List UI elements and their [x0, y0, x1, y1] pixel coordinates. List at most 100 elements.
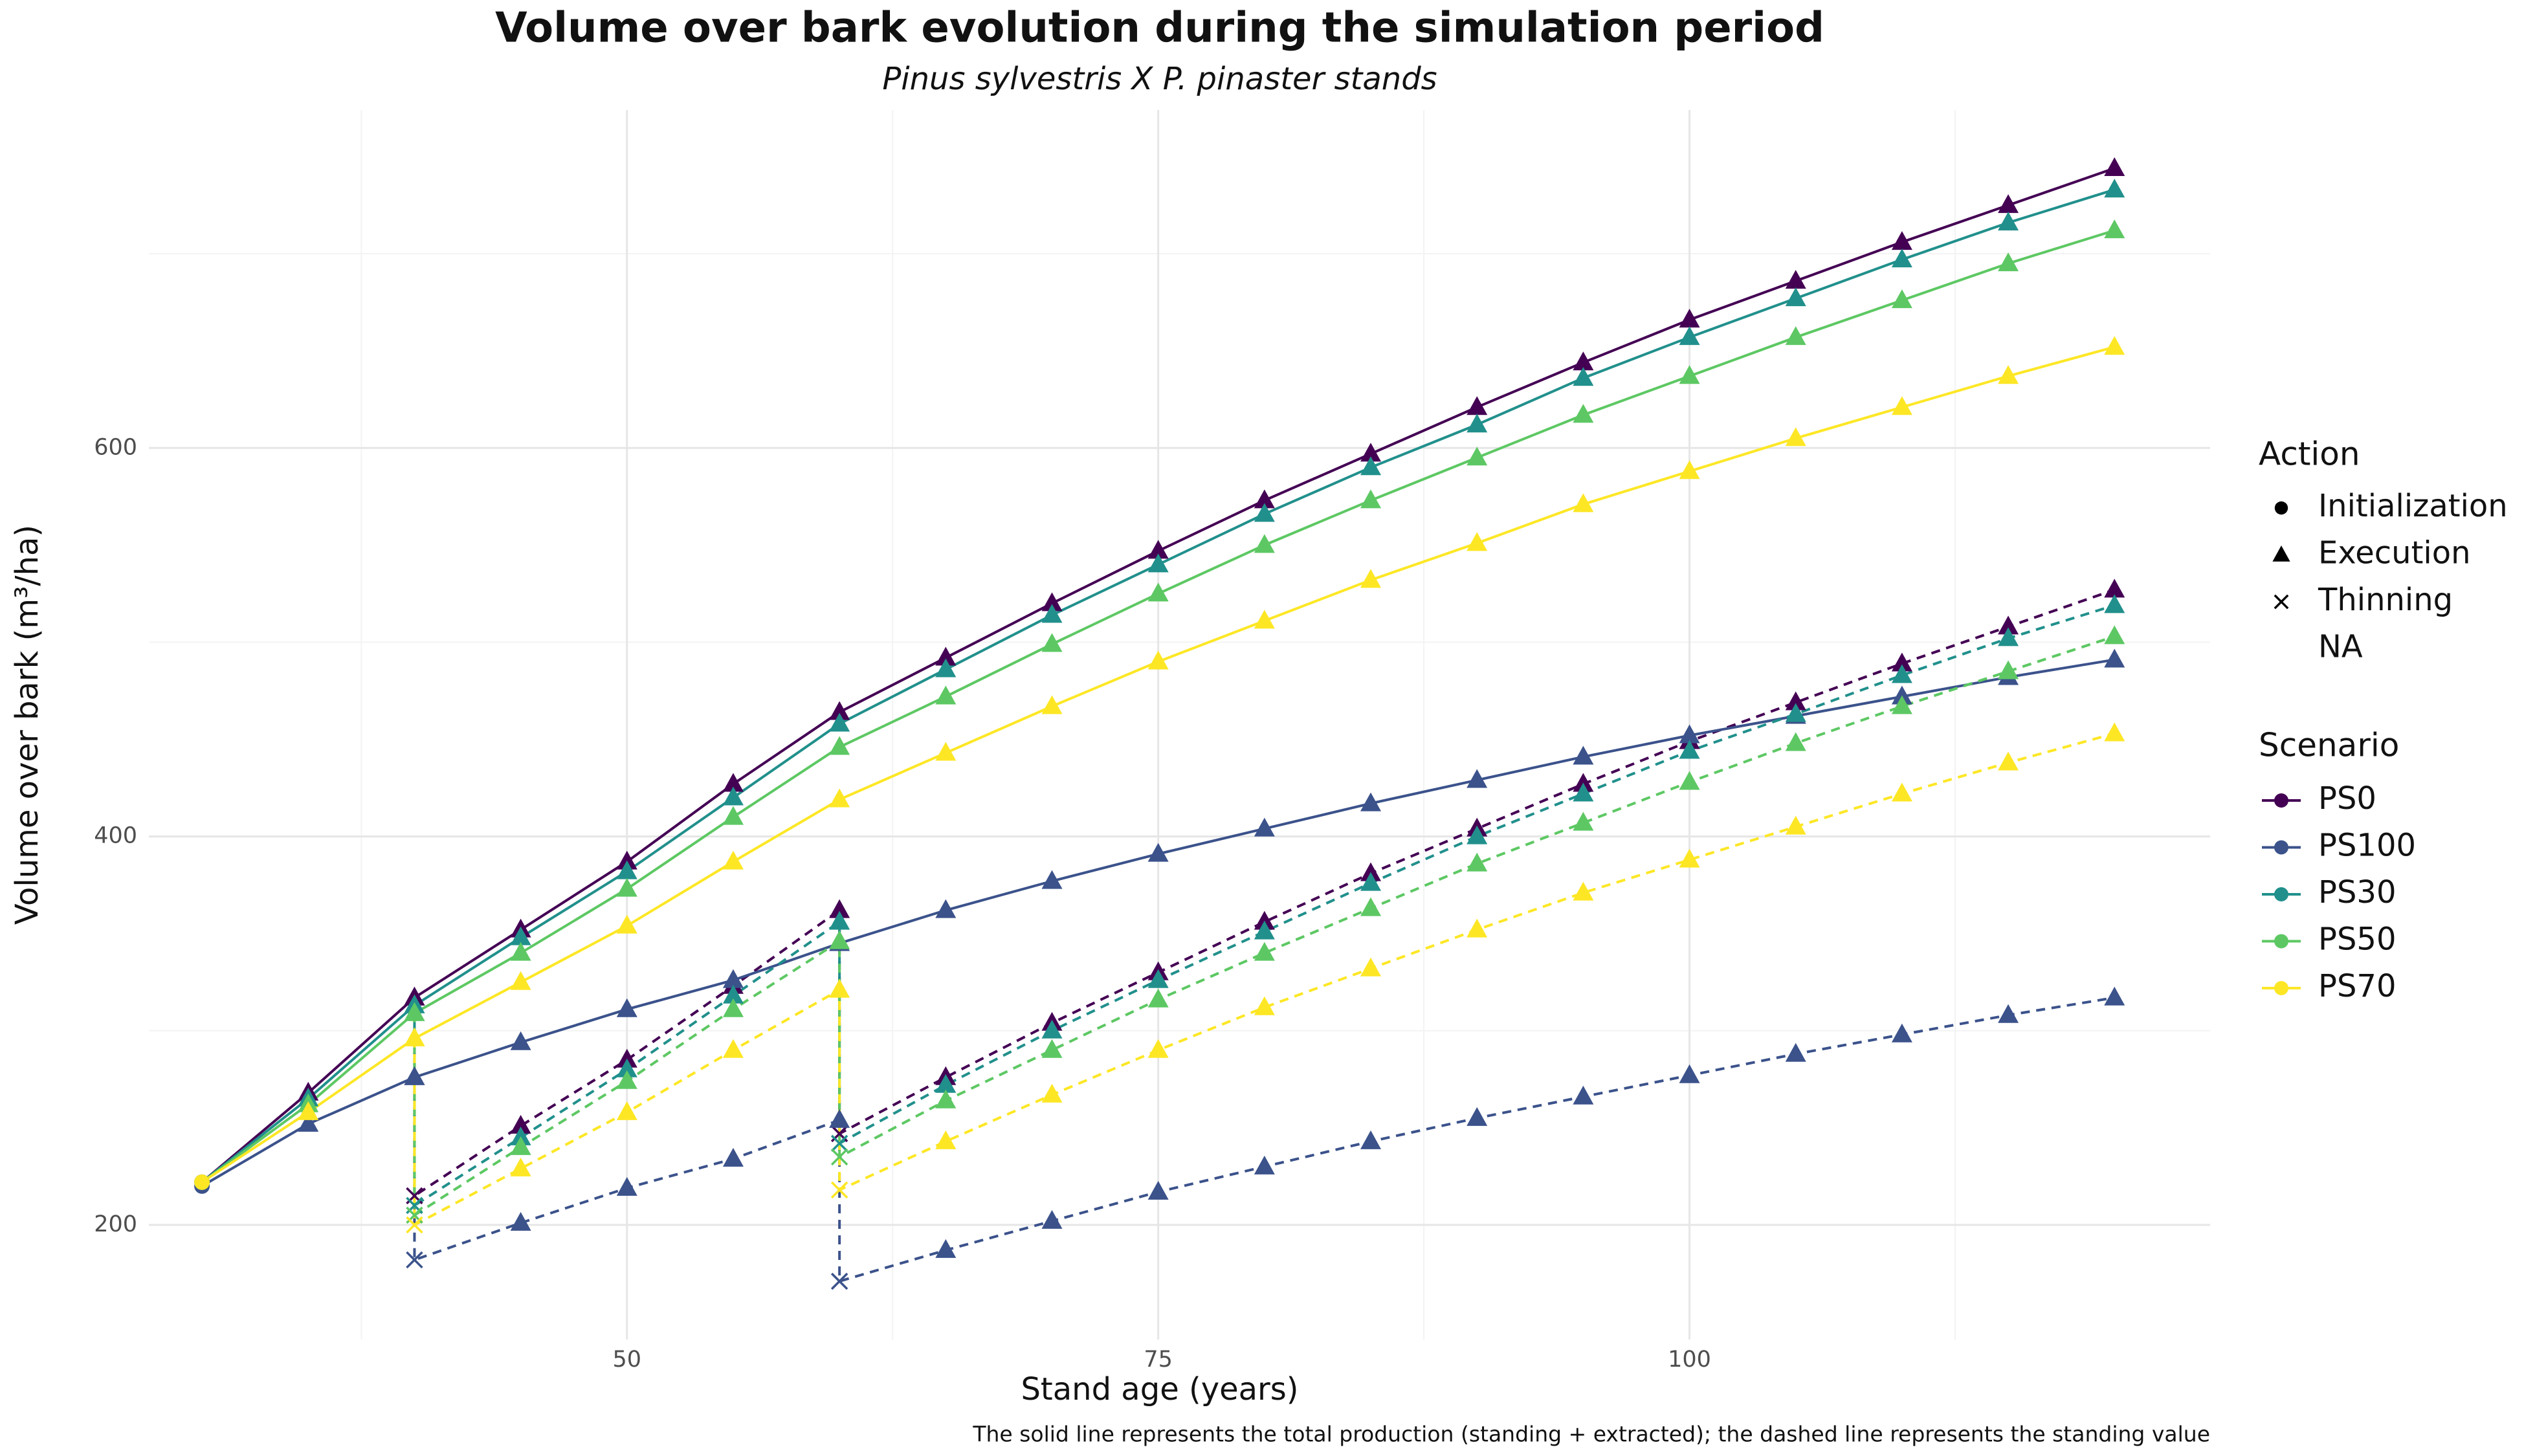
point: [722, 850, 744, 870]
points: [194, 157, 2125, 1290]
point: [1679, 848, 1700, 868]
point: [1254, 817, 1275, 837]
standing-line: [413, 732, 2115, 1228]
y-tick-label: 600: [94, 434, 137, 460]
point: [935, 899, 957, 918]
point: [1467, 414, 1488, 433]
point: [2104, 648, 2125, 668]
point: [829, 899, 850, 918]
legend-symbol: [2274, 934, 2288, 949]
point: [722, 773, 744, 792]
point: [829, 978, 850, 998]
point: [1998, 212, 2019, 231]
point: [722, 786, 744, 806]
point: [1785, 1042, 1806, 1062]
point: [2104, 579, 2125, 598]
legend-label: NA: [2318, 629, 2363, 665]
point: [1891, 231, 1912, 250]
point: [1891, 248, 1912, 268]
point: [1785, 326, 1806, 346]
point: [1360, 569, 1382, 588]
point: [1254, 910, 1275, 930]
point: [1679, 365, 1700, 384]
point: [1998, 627, 2019, 646]
point: [1891, 1023, 1912, 1042]
legend-label: PS30: [2318, 874, 2397, 910]
point: [1041, 604, 1063, 623]
point: [1147, 553, 1169, 573]
point: [1041, 1083, 1063, 1103]
point: [1254, 489, 1275, 509]
point: [935, 685, 957, 705]
point: [1573, 367, 1594, 386]
legend-symbol: [2274, 840, 2288, 855]
x-tick-label: 75: [1144, 1347, 1173, 1373]
point: [1785, 691, 1806, 711]
point: [2104, 625, 2125, 645]
point: [1785, 427, 1806, 447]
point: [829, 910, 850, 930]
legend-symbol: [2274, 793, 2288, 808]
point: [1254, 996, 1275, 1015]
point: [1147, 1180, 1169, 1200]
point: [1147, 988, 1169, 1008]
legend-title: Action: [2259, 436, 2360, 473]
point: [1360, 897, 1382, 916]
point: [1041, 870, 1063, 889]
point: [722, 806, 744, 825]
point: [616, 877, 637, 897]
point: [1573, 1085, 1594, 1105]
point: [1891, 695, 1912, 714]
point: [404, 1066, 425, 1085]
point: [510, 1031, 531, 1050]
point: [1573, 404, 1594, 423]
point: [1041, 1019, 1063, 1039]
point: [829, 712, 850, 732]
point: [1360, 1130, 1382, 1149]
point: [1679, 771, 1700, 790]
point: [1998, 660, 2019, 679]
legend-symbol: [2274, 981, 2288, 995]
point: [1041, 1039, 1063, 1058]
point: [1147, 1039, 1169, 1058]
point: [829, 701, 850, 720]
point: [1467, 1107, 1488, 1126]
point: [1467, 852, 1488, 872]
point: [1573, 773, 1594, 792]
point: [1785, 732, 1806, 751]
point: [935, 1074, 957, 1093]
point: [1254, 920, 1275, 940]
point: [935, 1089, 957, 1109]
point: [1041, 592, 1063, 612]
point: [1891, 685, 1912, 705]
point: [935, 1239, 957, 1258]
chart-subtitle: Pinus sylvestris X P. pinaster stands: [882, 61, 1437, 97]
point: [1254, 1155, 1275, 1175]
y-axis-title: Volume over bark (m³/ha): [9, 525, 45, 925]
legend-symbol: [2274, 887, 2288, 901]
point: [2104, 594, 2125, 613]
point: [406, 1251, 423, 1269]
point: [1573, 811, 1594, 831]
point: [1998, 194, 2019, 214]
point: [1785, 815, 1806, 835]
point: [830, 1148, 848, 1166]
point: [1679, 1064, 1700, 1083]
point: [935, 742, 957, 761]
point: [722, 998, 744, 1017]
point: [829, 1109, 850, 1128]
point: [1891, 782, 1912, 802]
point: [829, 736, 850, 755]
point: [1360, 862, 1382, 881]
point: [2104, 219, 2125, 239]
point: [1467, 769, 1488, 788]
point: [1573, 493, 1594, 513]
point: [404, 1027, 425, 1046]
point: [406, 1216, 423, 1234]
point: [616, 1070, 637, 1089]
point: [1254, 503, 1275, 522]
point: [1891, 396, 1912, 415]
point: [1147, 650, 1169, 670]
